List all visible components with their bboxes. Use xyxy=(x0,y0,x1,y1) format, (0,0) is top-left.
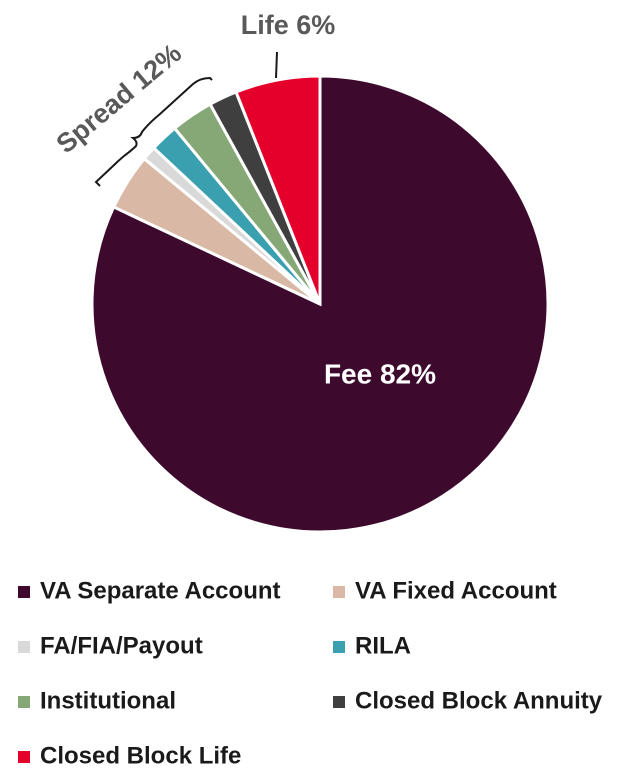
pie xyxy=(90,74,550,534)
life-label: Life 6% xyxy=(241,10,336,40)
legend-swatch xyxy=(18,751,30,763)
fee-label: Fee 82% xyxy=(324,358,436,389)
legend-swatch xyxy=(18,586,30,598)
life-leader xyxy=(275,51,278,79)
legend-label: Closed Block Life xyxy=(40,742,241,769)
legend-label: RILA xyxy=(355,632,411,659)
legend-label: Closed Block Annuity xyxy=(355,687,603,714)
legend-swatch xyxy=(18,696,30,708)
pie-slice xyxy=(234,74,322,305)
pie-slice xyxy=(90,74,550,534)
legend-label: VA Fixed Account xyxy=(355,577,557,604)
legend-label: Institutional xyxy=(40,687,176,714)
legend-label: VA Separate Account xyxy=(40,577,281,604)
legend-swatch xyxy=(333,641,345,653)
legend-label: FA/FIA/Payout xyxy=(40,632,203,659)
legend-swatch xyxy=(333,696,345,708)
legend-swatch xyxy=(333,586,345,598)
legend-swatch xyxy=(18,641,30,653)
spread-brace xyxy=(94,76,213,187)
